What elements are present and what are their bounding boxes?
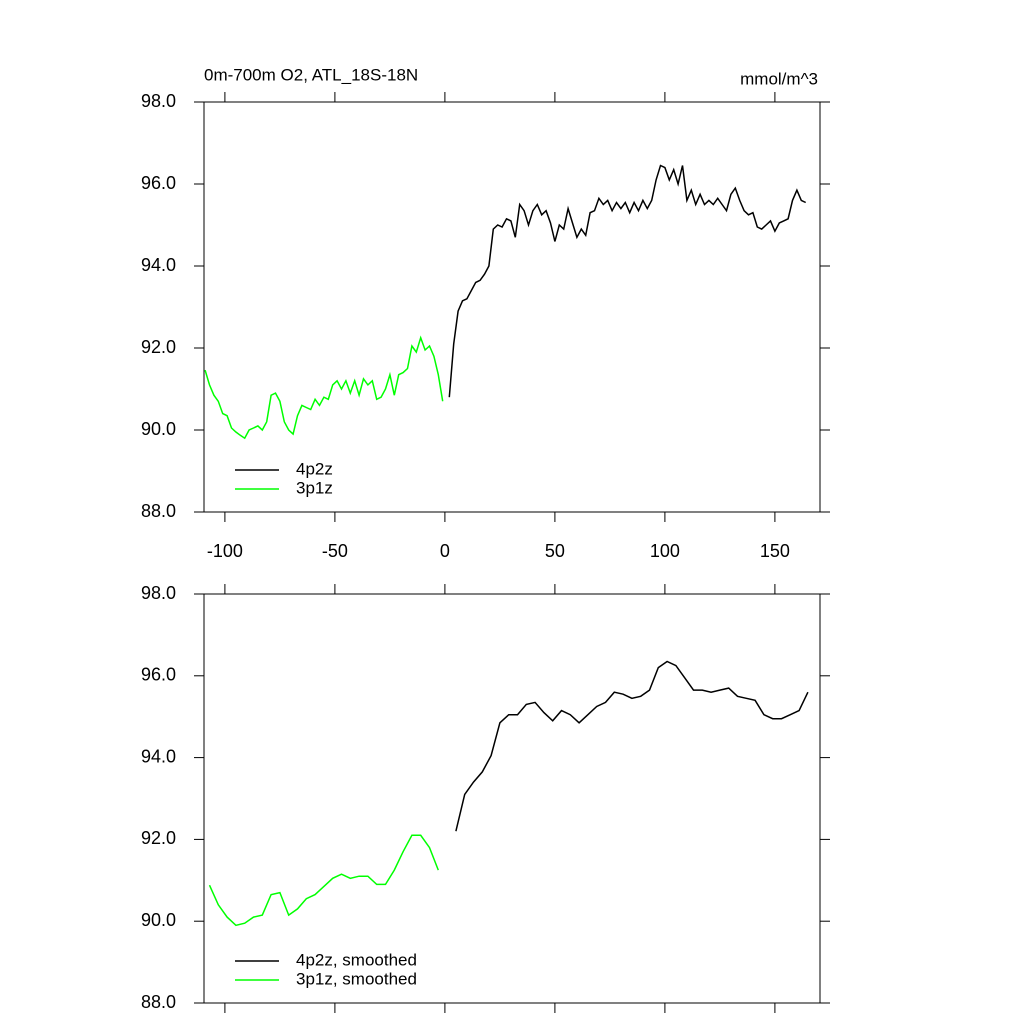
plot-frame	[203, 101, 821, 513]
y-tick-label: 94.0	[141, 746, 176, 766]
series-line	[204, 335, 444, 440]
series-line	[208, 834, 439, 927]
x-tick-label: -50	[322, 541, 348, 561]
x-tick-label: 100	[650, 541, 680, 561]
y-tick-label: 90.0	[141, 419, 176, 439]
y-tick-label: 98.0	[141, 91, 176, 111]
series-line	[455, 660, 809, 832]
legend-label: 3p1z	[296, 478, 333, 497]
y-tick-label: 96.0	[141, 173, 176, 193]
y-tick-label: 96.0	[141, 665, 176, 685]
x-tick-label: -100	[207, 541, 243, 561]
x-tick-label: 50	[545, 541, 565, 561]
legend-label: 4p2z	[296, 459, 333, 478]
plot-frame	[203, 593, 821, 1004]
x-tick-label: 150	[760, 541, 790, 561]
legend-label: 3p1z, smoothed	[296, 969, 417, 988]
y-tick-label: 98.0	[141, 583, 176, 603]
chart-title: 0m-700m O2, ATL_18S-18N	[204, 65, 418, 84]
y-tick-label: 88.0	[141, 501, 176, 521]
y-tick-label: 94.0	[141, 255, 176, 275]
x-tick-label: 0	[440, 541, 450, 561]
y-tick-label: 92.0	[141, 337, 176, 357]
legend-label: 4p2z, smoothed	[296, 950, 417, 969]
y-tick-label: 92.0	[141, 828, 176, 848]
units-label: mmol/m^3	[740, 69, 818, 88]
series-line	[448, 164, 807, 398]
y-tick-label: 88.0	[141, 992, 176, 1012]
y-tick-label: 90.0	[141, 910, 176, 930]
